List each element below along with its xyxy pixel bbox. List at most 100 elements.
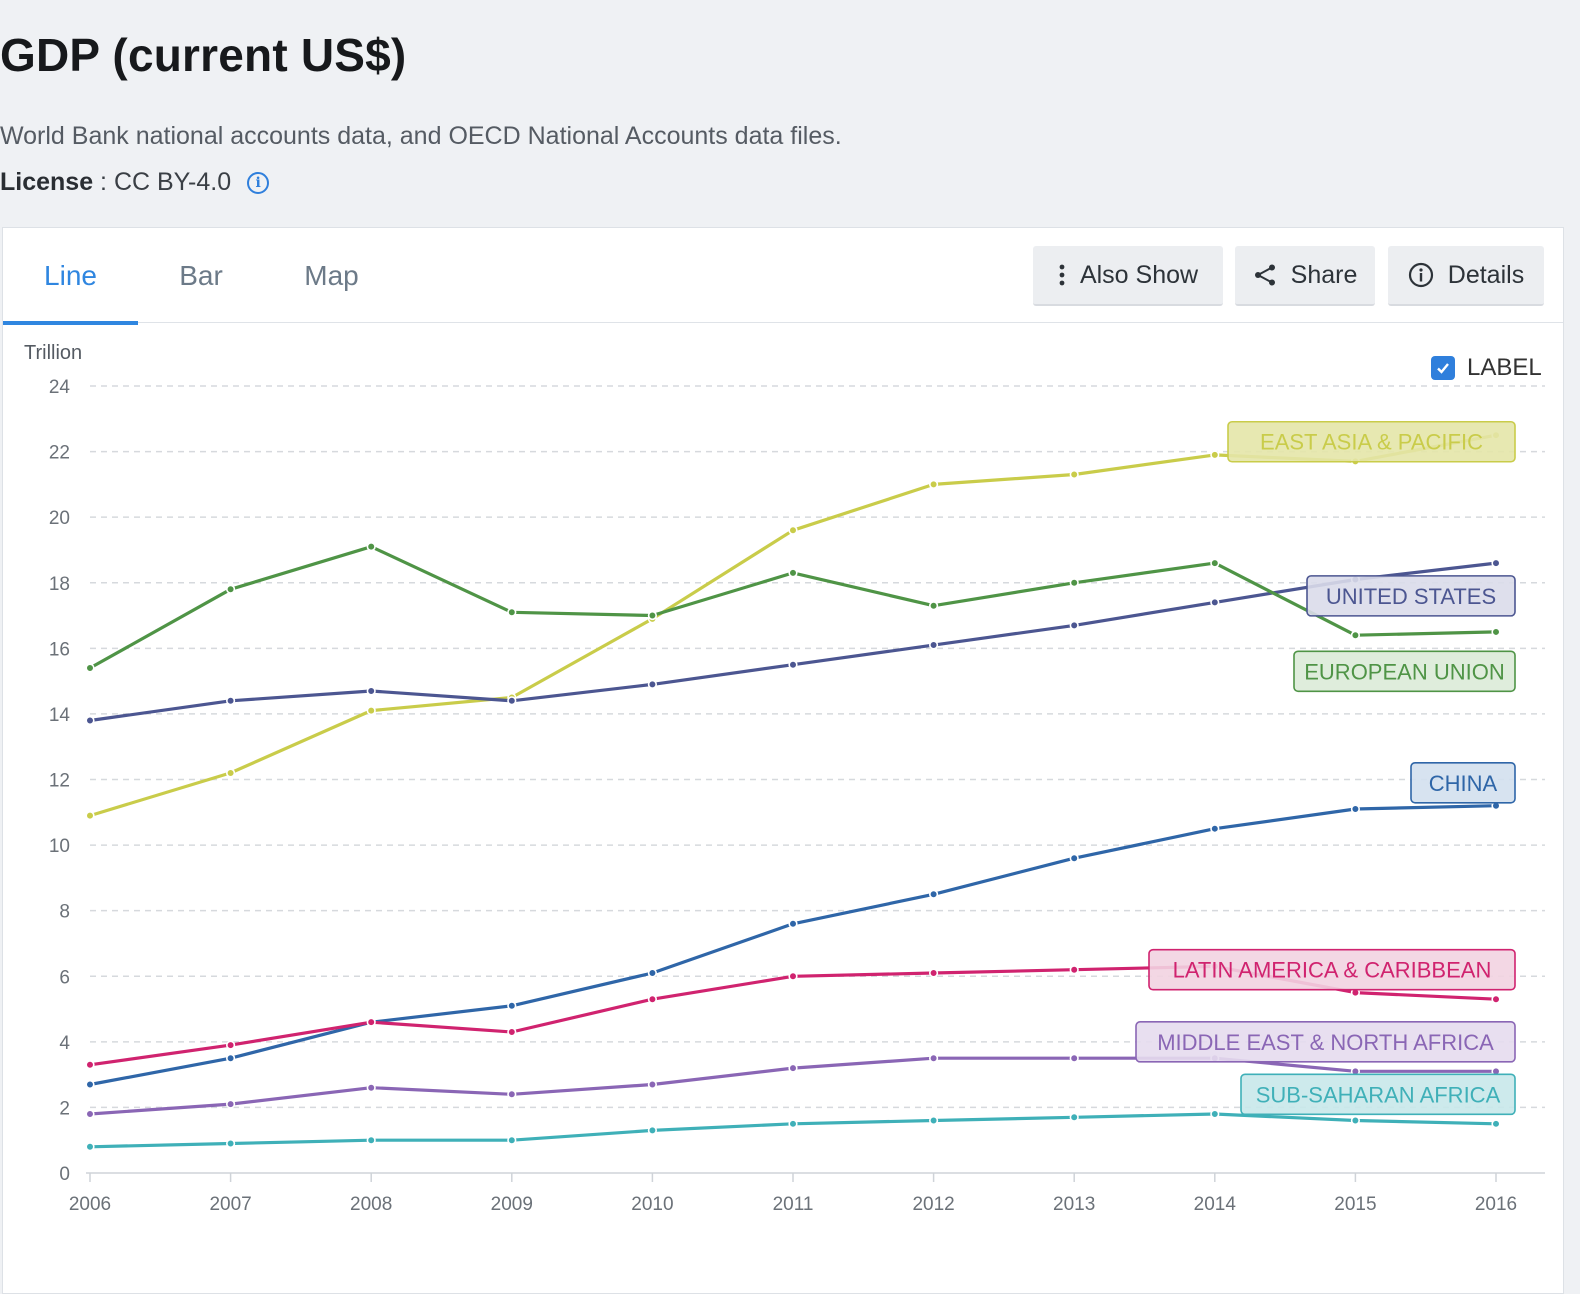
data-point [366, 1017, 376, 1027]
data-point [226, 1040, 236, 1050]
data-point [928, 479, 939, 489]
series-line [89, 561, 1497, 723]
series-label-box [1306, 575, 1516, 617]
data-point [788, 1063, 798, 1073]
series-label-box [1148, 948, 1516, 991]
data-point [366, 1083, 376, 1093]
tab-bar: Line Bar Map Also Show Share Details [3, 228, 1563, 325]
series-label: MIDDLE EAST & NORTH AFRICA [1157, 1030, 1494, 1055]
data-point [928, 640, 939, 650]
data-point [1069, 853, 1079, 863]
data-point [226, 1053, 236, 1063]
data-point [1210, 824, 1220, 834]
y-tick-label: 12 [49, 771, 70, 792]
series-label: LATIN AMERICA & CARIBBEAN [1173, 958, 1492, 983]
y-tick-label: 24 [49, 377, 71, 398]
data-point [928, 1115, 939, 1126]
y-tick-label: 22 [49, 443, 70, 464]
data-point [226, 1138, 236, 1149]
data-point [1069, 578, 1079, 588]
series-label: EAST ASIA & PACIFIC [1260, 430, 1483, 455]
y-tick-label: 8 [59, 902, 70, 923]
series-line [89, 545, 1497, 670]
y-tick-label: 16 [49, 639, 70, 660]
x-tick-label: 2009 [491, 1194, 533, 1215]
data-point [1210, 597, 1220, 608]
data-point [1210, 450, 1220, 460]
tab-map[interactable]: Map [304, 259, 359, 291]
data-point [1069, 1112, 1079, 1122]
data-point [507, 1001, 517, 1011]
data-point [788, 525, 798, 535]
data-point [507, 1135, 517, 1145]
details-label: Details [1447, 260, 1525, 289]
tab-line[interactable]: Line [3, 228, 138, 325]
y-tick-label: 10 [49, 836, 70, 857]
series-label-box [1135, 1021, 1516, 1063]
data-point [366, 706, 376, 716]
data-point [928, 968, 939, 978]
info-circle-icon [1408, 262, 1434, 288]
x-tick-label: 2015 [1334, 1194, 1376, 1215]
data-point [507, 1027, 517, 1037]
share-icon [1253, 263, 1277, 287]
data-point [928, 889, 939, 899]
series-label: EUROPEAN UNION [1304, 659, 1504, 684]
share-button[interactable]: Share [1235, 246, 1375, 306]
x-tick-label: 2014 [1194, 1194, 1237, 1215]
y-tick-label: 2 [59, 1098, 70, 1119]
data-point [647, 994, 658, 1004]
series-label: CHINA [1429, 771, 1498, 796]
data-point [226, 696, 236, 706]
data-point [1350, 1115, 1360, 1126]
checkmark-icon [1437, 363, 1449, 374]
data-point [788, 568, 798, 578]
data-point [788, 919, 798, 929]
data-point [1350, 804, 1360, 814]
data-point [647, 679, 658, 690]
x-tick-label: 2007 [209, 1194, 251, 1215]
info-icon[interactable]: i [247, 171, 270, 194]
y-tick-label: 20 [49, 508, 70, 529]
data-source: World Bank national accounts data, and O… [0, 122, 842, 150]
data-point [85, 1109, 95, 1119]
data-point [1210, 1109, 1220, 1119]
label-checkbox[interactable] [1431, 356, 1455, 380]
data-point [85, 663, 95, 673]
series-label: SUB-SAHARAN AFRICA [1256, 1082, 1501, 1107]
series-label-box [1410, 761, 1516, 804]
series-line [89, 433, 1497, 818]
data-point [1491, 627, 1501, 637]
data-point [788, 1119, 798, 1129]
tab-bar-chart[interactable]: Bar [179, 259, 223, 291]
data-point [1069, 620, 1079, 630]
series-label-box [1293, 650, 1516, 693]
data-point [1491, 1119, 1501, 1129]
x-tick-label: 2010 [631, 1194, 673, 1215]
also-show-button[interactable]: Also Show [1033, 246, 1223, 306]
label-toggle-text: LABEL [1467, 354, 1542, 381]
data-point [647, 1125, 658, 1135]
y-tick-label: 0 [59, 1164, 70, 1185]
license-line: License : CC BY-4.0 i [0, 168, 270, 197]
page-title: GDP (current US$) [0, 29, 407, 81]
label-toggle[interactable]: LABEL [1431, 354, 1542, 382]
license-label: License [0, 168, 94, 196]
data-point [226, 768, 236, 778]
details-button[interactable]: Details [1388, 246, 1544, 306]
data-point [366, 686, 376, 696]
data-point [1350, 630, 1360, 640]
series-label-box [1227, 420, 1516, 463]
data-point [226, 1099, 236, 1109]
data-point [1069, 1053, 1079, 1063]
x-tick-label: 2013 [1053, 1194, 1095, 1215]
data-point [85, 1142, 95, 1152]
series-line [89, 1112, 1497, 1149]
y-tick-label: 4 [59, 1033, 70, 1054]
x-tick-label: 2008 [350, 1194, 392, 1215]
data-point [1210, 558, 1220, 568]
data-point [1069, 965, 1079, 975]
data-point [928, 1053, 939, 1063]
y-tick-label: 18 [49, 574, 70, 595]
